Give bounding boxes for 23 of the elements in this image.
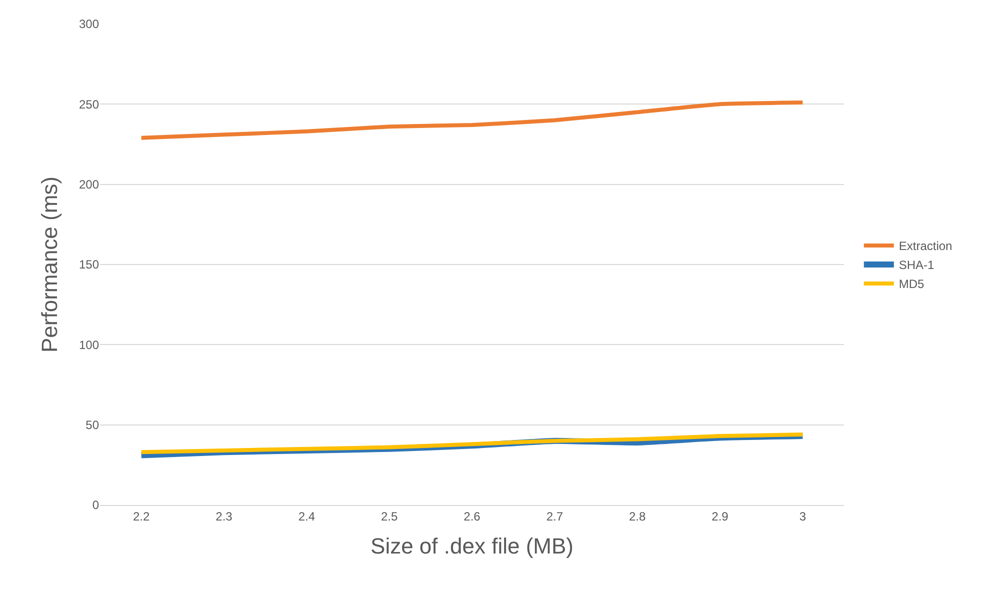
legend-label: SHA-1 [898, 258, 935, 272]
y-tick-label: 200 [78, 178, 100, 192]
line-series [139, 100, 805, 140]
x-tick-label: 2.8 [628, 509, 646, 524]
x-tick-label: 2.3 [216, 509, 233, 524]
legend-label: Extraction [898, 239, 952, 254]
y-tick-label: 50 [86, 418, 100, 432]
x-tick-label: 2.7 [546, 509, 564, 524]
y-tick-label: 150 [78, 258, 100, 272]
line-series [139, 432, 805, 454]
legend-label: MD5 [898, 277, 925, 292]
y-tick-label: 300 [78, 17, 100, 32]
x-tick-label: 3 [799, 509, 806, 524]
y-tick-label: 100 [78, 338, 100, 352]
x-tick-label: 2.5 [380, 509, 398, 524]
x-tick-label: 2.4 [298, 509, 316, 524]
x-axis-title: Size of .dex file (MB) [370, 533, 574, 558]
y-tick-label: 0 [92, 498, 100, 512]
y-axis-title: Performance (ms) [36, 176, 62, 353]
y-tick-label: 250 [78, 97, 100, 112]
x-tick-label: 2.9 [712, 509, 729, 524]
x-tick-label: 2.6 [464, 509, 481, 524]
x-tick-label: 2.2 [132, 509, 150, 524]
